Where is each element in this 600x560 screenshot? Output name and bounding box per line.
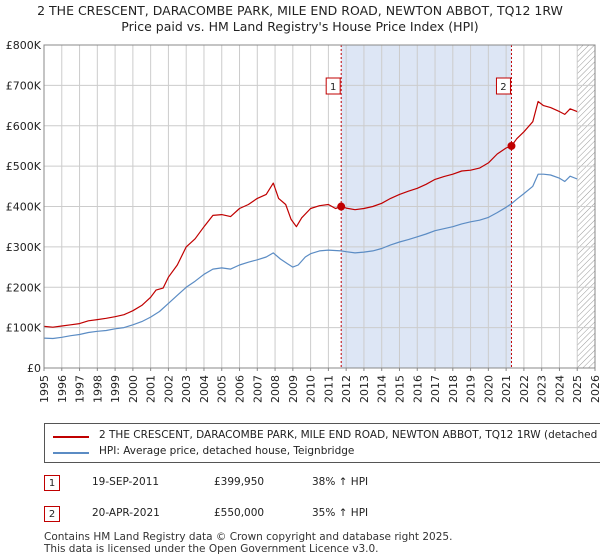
y-tick-label: £400K (6, 201, 42, 214)
x-tick-label: 2004 (198, 375, 211, 403)
x-tick-label: 1997 (74, 375, 87, 403)
x-tick-label: 2008 (269, 375, 282, 403)
y-tick-label: £0 (27, 362, 41, 375)
transaction-hpi: 35% ↑ HPI (312, 507, 369, 519)
x-tick-label: 2017 (429, 375, 442, 403)
y-tick-label: £200K (6, 281, 42, 294)
footer-license: This data is licensed under the Open Gov… (44, 543, 379, 555)
x-tick-label: 1999 (109, 375, 122, 403)
transaction-badge: 1 (44, 475, 60, 491)
x-tick-label: 2014 (376, 375, 389, 403)
x-tick-label: 2005 (216, 375, 229, 403)
x-tick-label: 2023 (536, 375, 549, 403)
transaction-hpi: 38% ↑ HPI (312, 476, 369, 488)
x-tick-label: 2000 (127, 375, 140, 403)
x-tick-label: 2006 (234, 375, 247, 403)
sale-marker-box (495, 77, 511, 95)
plot-frame (43, 44, 596, 369)
x-tick-label: 2015 (393, 375, 406, 403)
sale-point (507, 141, 516, 150)
sale-point (337, 202, 346, 211)
legend: 2 THE CRESCENT, DARACOMBE PARK, MILE END… (44, 423, 600, 463)
x-tick-label: 2011 (322, 375, 335, 403)
x-tick-label: 2024 (553, 375, 566, 403)
transaction-date: 20-APR-2021 (92, 507, 160, 519)
y-tick-label: £800K (6, 39, 42, 52)
transaction-price: £550,000 (214, 507, 265, 519)
sale-marker-label: 1 (330, 82, 336, 93)
x-tick-label: 1996 (56, 375, 69, 403)
x-tick-label: 2003 (180, 375, 193, 403)
y-tick-label: £700K (6, 79, 42, 92)
x-tick-label: 2020 (482, 375, 495, 403)
x-tick-label: 1995 (38, 375, 51, 403)
y-tick-label: £100K (6, 322, 42, 335)
x-tick-label: 2018 (447, 375, 460, 403)
x-tick-label: 2012 (340, 375, 353, 403)
y-tick-label: £500K (6, 160, 42, 173)
y-tick-label: £300K (6, 241, 42, 254)
x-tick-label: 2021 (500, 375, 513, 403)
x-tick-label: 2009 (287, 375, 300, 403)
legend-label-hpi: HPI: Average price, detached house, Teig… (99, 445, 355, 457)
transaction-date: 19-SEP-2011 (92, 476, 160, 488)
x-tick-label: 2016 (411, 375, 424, 403)
legend-swatch-property (53, 436, 89, 438)
sale-marker-label: 2 (500, 82, 506, 93)
chart-title: 2 THE CRESCENT, DARACOMBE PARK, MILE END… (37, 3, 563, 18)
transaction-price: £399,950 (214, 476, 265, 488)
transaction-badge: 2 (44, 506, 60, 522)
x-tick-label: 1998 (91, 375, 104, 403)
x-tick-label: 2007 (251, 375, 264, 403)
x-tick-label: 2001 (145, 375, 158, 403)
legend-swatch-hpi (53, 452, 89, 454)
sale-marker-box (325, 77, 341, 95)
x-tick-label: 2013 (358, 375, 371, 403)
chart-subtitle: Price paid vs. HM Land Registry's House … (121, 19, 479, 34)
x-tick-label: 2002 (162, 375, 175, 403)
x-tick-label: 2010 (305, 375, 318, 403)
x-tick-label: 2022 (518, 375, 531, 403)
x-tick-label: 2026 (589, 375, 600, 403)
x-tick-label: 2019 (465, 375, 478, 403)
price-chart: 1 2 £0 £100K £200K £300K £400K £500K £600K £700K… (6, 39, 600, 403)
hpi-line (43, 173, 578, 340)
footer-copyright: Contains HM Land Registry data © Crown c… (44, 531, 453, 543)
y-tick-label: £600K (6, 120, 42, 133)
x-tick-label: 2025 (571, 375, 584, 403)
legend-label-property: 2 THE CRESCENT, DARACOMBE PARK, MILE END… (99, 429, 598, 441)
property-price-line (43, 100, 578, 328)
